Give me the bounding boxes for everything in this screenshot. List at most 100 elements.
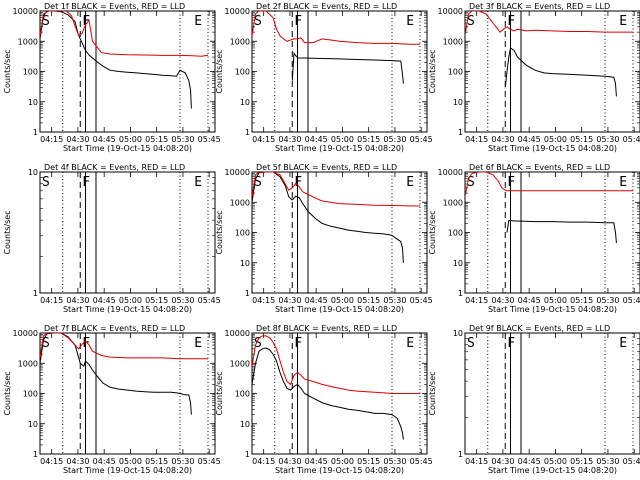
panel-2-ytick-label: 1000	[230, 37, 250, 46]
panel-4-xtick-label: 04:15	[40, 296, 63, 305]
panel-1-ytick-label: 1	[33, 128, 38, 137]
panel-8-title: Det 8f BLACK = Events, RED = LLD	[256, 324, 397, 333]
panel-5-xtick-label: 04:45	[305, 296, 328, 305]
panel-8-ylabel: Counts/sec	[215, 371, 224, 415]
panel-2-xtick-label: 05:15	[357, 135, 380, 144]
panel-9-ytick-label: 1	[458, 450, 463, 459]
panel-7-marker-E: E	[194, 336, 202, 351]
panel-9-ylabel: Counts/sec	[428, 371, 437, 415]
panel-6-ylabel: Counts/sec	[428, 210, 437, 254]
panel-2: Det 2f BLACK = Events, RED = LLD Counts/s…	[215, 2, 433, 153]
panel-1-xtick-label: 05:00	[119, 135, 142, 144]
panel-9-xtick-label: 04:15	[465, 457, 488, 466]
panel-9-marker-E: E	[619, 336, 627, 351]
panel-7-xtick-label: 05:15	[145, 457, 168, 466]
panel-4-xtick-label: 04:30	[66, 296, 89, 305]
panel-1-ylabel: Counts/sec	[3, 49, 12, 93]
panel-5-xtick-label: 04:15	[252, 296, 275, 305]
panel-5-xtick-label: 05:00	[331, 296, 354, 305]
panel-7-marker-S: S	[42, 336, 50, 351]
panel-3-ytick-label: 1	[458, 128, 463, 137]
panel-7-ytick-label: 10000	[13, 329, 38, 338]
panel-1-xtick-label: 04:15	[40, 135, 63, 144]
panel-4-xtick-label: 05:30	[171, 296, 194, 305]
panel-2-series-events	[291, 51, 404, 84]
panel-7-xtick-label: 04:15	[40, 457, 63, 466]
panel-3-frame	[464, 10, 640, 133]
panel-7-series-events	[40, 333, 192, 415]
panel-5-ytick-label: 10000	[225, 168, 250, 177]
panel-6-marker-S: S	[467, 175, 475, 190]
panel-8-xtick-label: 05:30	[383, 457, 406, 466]
panel-8-ytick-label: 10	[240, 420, 250, 429]
panel-5-ytick-label: 1000	[230, 198, 250, 207]
panel-1-xtick-label: 04:30	[66, 135, 89, 144]
panel-2-marker-F: F	[294, 14, 302, 29]
panel-1-ytick-label: 100	[23, 68, 38, 77]
panel-1-marker-S: S	[42, 14, 50, 29]
panel-2-ytick-label: 10000	[225, 7, 250, 16]
panel-9-frame	[464, 332, 640, 455]
panel-5-xtick-label: 04:30	[278, 296, 301, 305]
panel-2-xtick-label: 04:30	[278, 135, 301, 144]
panel-6-xtick-label: 05:45	[623, 296, 640, 305]
panel-5-ytick-label: 100	[235, 229, 250, 238]
panel-7-ytick-label: 100	[23, 390, 38, 399]
panel-3-xtick-label: 04:30	[491, 135, 514, 144]
panel-2-xtick-label: 04:15	[252, 135, 275, 144]
panel-7: Det 7f BLACK = Events, RED = LLD Counts/s…	[3, 324, 221, 475]
panel-9: Det 9f BLACK = Events, RED = LLD Counts/s…	[428, 324, 640, 475]
panel-7-xtick-label: 05:45	[198, 457, 221, 466]
panel-2-marker-E: E	[406, 14, 414, 29]
panel-1-xtick-label: 04:45	[93, 135, 116, 144]
panel-3-marker-S: S	[467, 14, 475, 29]
panel-4-marker-S: S	[42, 175, 50, 190]
panel-1-xlabel: Start Time (19-Oct-15 04:08:20)	[63, 144, 192, 153]
panel-3-xtick-label: 05:30	[596, 135, 619, 144]
panel-4-title: Det 4f BLACK = Events, RED = LLD	[44, 163, 185, 172]
panel-5-xtick-label: 05:30	[383, 296, 406, 305]
panel-6-xtick-label: 05:30	[596, 296, 619, 305]
panel-1-ytick-label: 1000	[18, 37, 38, 46]
panel-1-ytick-label: 10	[28, 98, 38, 107]
panel-1: Det 1f BLACK = Events, RED = LLD Counts/s…	[3, 2, 221, 153]
panel-5-title: Det 5f BLACK = Events, RED = LLD	[256, 163, 397, 172]
panel-1-xtick-label: 05:15	[145, 135, 168, 144]
panel-5-xtick-label: 05:15	[357, 296, 380, 305]
panel-2-ylabel: Counts/sec	[215, 49, 224, 93]
panel-4-ytick-label: 1	[33, 289, 38, 298]
panel-2-xtick-label: 04:45	[305, 135, 328, 144]
panel-7-ytick-label: 1000	[18, 359, 38, 368]
panel-1-series-lld	[40, 11, 209, 57]
panel-9-xtick-label: 05:15	[570, 457, 593, 466]
panel-3-ytick-label: 10	[453, 98, 463, 107]
panel-3: Det 3f BLACK = Events, RED = LLD Counts/s…	[428, 2, 640, 153]
panel-7-frame	[39, 332, 216, 455]
panel-8-xtick-label: 05:45	[410, 457, 433, 466]
panel-6-xtick-label: 05:00	[544, 296, 567, 305]
panel-1-xtick-label: 05:30	[171, 135, 194, 144]
panel-8-marker-F: F	[294, 336, 302, 351]
panel-9-xlabel: Start Time (19-Oct-15 04:08:20)	[488, 466, 617, 475]
panel-7-xlabel: Start Time (19-Oct-15 04:08:20)	[63, 466, 192, 475]
panel-4-marker-E: E	[194, 175, 202, 190]
panel-4-frame	[39, 171, 216, 294]
panel-7-marker-F: F	[82, 336, 90, 351]
panel-8-xtick-label: 04:45	[305, 457, 328, 466]
panel-6-xlabel: Start Time (19-Oct-15 04:08:20)	[488, 305, 617, 314]
panel-9-xtick-label: 04:30	[491, 457, 514, 466]
panel-9-marker-F: F	[507, 336, 515, 351]
panel-2-xtick-label: 05:30	[383, 135, 406, 144]
panel-4-ylabel: Counts/sec	[3, 210, 12, 254]
panel-7-series-lld	[40, 333, 208, 360]
panel-5-marker-E: E	[406, 175, 414, 190]
panel-8-xlabel: Start Time (19-Oct-15 04:08:20)	[275, 466, 404, 475]
panel-9-xtick-label: 05:00	[544, 457, 567, 466]
panel-2-marker-S: S	[254, 14, 262, 29]
panel-6-series-events	[506, 220, 617, 244]
panel-4-xtick-label: 05:00	[119, 296, 142, 305]
panel-8-ytick-label: 1	[245, 450, 250, 459]
panel-1-marker-F: F	[82, 14, 90, 29]
panel-3-ytick-label: 100	[448, 68, 463, 77]
